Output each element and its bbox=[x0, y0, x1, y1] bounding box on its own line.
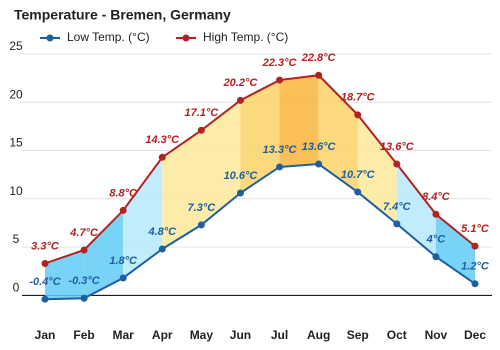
x-tick-label: May bbox=[190, 328, 214, 342]
series-line bbox=[44, 74, 476, 265]
data-label: 10.6°C bbox=[224, 170, 259, 182]
x-tick-label: Dec bbox=[464, 328, 486, 342]
y-tick-label: 20 bbox=[9, 87, 23, 101]
data-label: 13.3°C bbox=[263, 144, 298, 156]
data-point bbox=[432, 253, 440, 261]
data-label: 13.6°C bbox=[302, 141, 337, 153]
data-label: 7.3°C bbox=[188, 202, 217, 214]
data-point bbox=[119, 274, 127, 282]
range-fill bbox=[123, 157, 163, 278]
range-fill bbox=[201, 100, 241, 225]
data-point bbox=[471, 242, 479, 250]
data-point bbox=[393, 160, 401, 168]
legend-marker bbox=[182, 34, 190, 42]
data-label: 10.7°C bbox=[341, 169, 376, 181]
data-label: 18.7°C bbox=[341, 92, 376, 104]
data-label: 3.3°C bbox=[31, 240, 60, 252]
data-label: 4.8°C bbox=[147, 226, 177, 238]
y-tick-label: 5 bbox=[13, 232, 20, 246]
range-fill bbox=[240, 80, 280, 194]
x-tick-label: Apr bbox=[152, 328, 173, 342]
x-tick-label: Oct bbox=[387, 328, 407, 342]
data-point bbox=[80, 246, 88, 254]
range-fill bbox=[318, 75, 358, 193]
data-label: 13.6°C bbox=[380, 141, 415, 153]
range-fill bbox=[396, 164, 436, 257]
series-line bbox=[44, 163, 476, 301]
x-tick-label: Feb bbox=[73, 328, 94, 342]
range-fill bbox=[45, 249, 85, 300]
data-point bbox=[276, 163, 284, 171]
data-point bbox=[158, 153, 166, 161]
data-label: 22.3°C bbox=[262, 57, 298, 69]
data-label: 4.7°C bbox=[69, 227, 99, 239]
data-label: 20.2°C bbox=[223, 77, 259, 89]
x-tick-label: Sep bbox=[347, 328, 369, 342]
x-tick-label: Aug bbox=[307, 328, 330, 342]
range-fill bbox=[84, 210, 124, 299]
data-point bbox=[158, 245, 166, 253]
data-label: 14.3°C bbox=[145, 134, 180, 146]
range-fill bbox=[435, 214, 475, 284]
data-point bbox=[471, 280, 479, 288]
x-tick-label: Jan bbox=[35, 328, 56, 342]
legend-label: High Temp. (°C) bbox=[203, 30, 288, 44]
y-tick-label: 10 bbox=[9, 184, 23, 198]
data-label: 5.1°C bbox=[461, 223, 490, 235]
data-point bbox=[432, 210, 440, 218]
data-point bbox=[276, 76, 284, 84]
range-fill bbox=[357, 114, 397, 224]
data-point bbox=[197, 126, 205, 134]
x-tick-label: Mar bbox=[113, 328, 135, 342]
data-point bbox=[119, 206, 127, 214]
data-label: 8.4°C bbox=[422, 191, 451, 203]
x-tick-label: Jun bbox=[230, 328, 251, 342]
range-fill bbox=[162, 130, 202, 250]
data-label: 4°C bbox=[426, 234, 447, 246]
data-label: 1.2°C bbox=[461, 261, 490, 273]
data-label: 17.1°C bbox=[184, 107, 219, 119]
data-point bbox=[236, 96, 244, 104]
data-point bbox=[41, 295, 49, 303]
x-tick-label: Nov bbox=[425, 328, 448, 342]
data-point bbox=[197, 221, 205, 229]
data-label: -0.3°C bbox=[68, 275, 100, 287]
data-point bbox=[393, 220, 401, 228]
data-label: 8.8°C bbox=[109, 187, 138, 199]
data-point bbox=[41, 259, 49, 267]
y-tick-label: 0 bbox=[13, 281, 20, 295]
data-label: 22.8°C bbox=[301, 52, 337, 64]
y-tick-label: 25 bbox=[9, 39, 23, 53]
data-point bbox=[315, 160, 323, 168]
range-fill bbox=[279, 75, 319, 167]
data-label: 1.8°C bbox=[109, 255, 138, 267]
data-point bbox=[315, 71, 323, 79]
chart-title: Temperature - Bremen, Germany bbox=[14, 7, 231, 23]
data-label: 7.4°C bbox=[383, 201, 412, 213]
data-point bbox=[236, 189, 244, 197]
data-point bbox=[354, 188, 362, 196]
data-label: -0.4°C bbox=[29, 276, 61, 288]
data-point bbox=[80, 294, 88, 302]
y-tick-label: 15 bbox=[9, 136, 23, 150]
legend-marker bbox=[46, 34, 54, 42]
data-point bbox=[354, 111, 362, 119]
legend-label: Low Temp. (°C) bbox=[67, 30, 150, 44]
x-tick-label: Jul bbox=[271, 328, 288, 342]
